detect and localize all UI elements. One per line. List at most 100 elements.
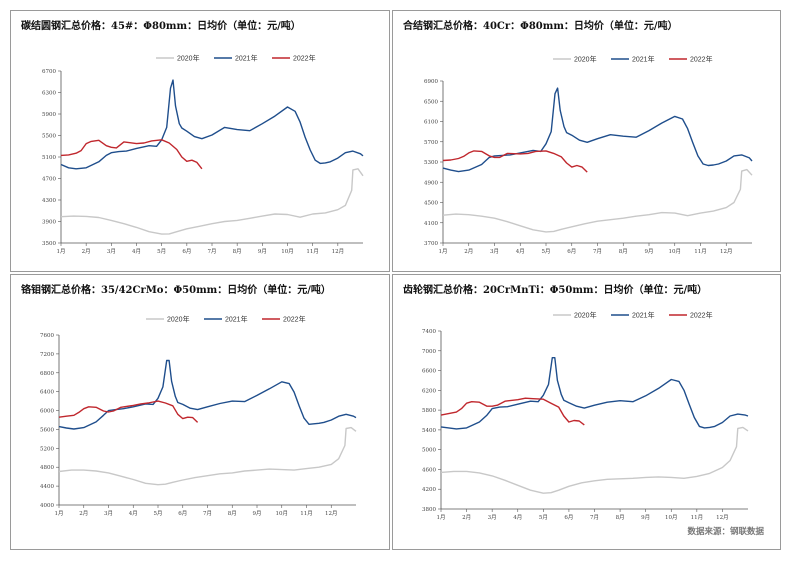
y-tick-label: 4100 [424,221,438,227]
y-tick-label: 5200 [40,446,54,452]
x-tick-label: 3月 [107,248,116,255]
legend-label: 2021年 [235,54,258,63]
x-tick-label: 4月 [129,510,138,517]
y-tick-label: 6400 [40,390,54,396]
series-line-2022 [440,397,585,426]
x-tick-label: 5月 [542,248,551,255]
series-line-2022 [58,400,199,423]
x-tick-label: 3月 [104,510,113,517]
legend-label: 2020年 [167,315,190,324]
y-tick-label: 6000 [40,409,54,415]
series-line-2021 [58,359,357,430]
chart-title: 碳结圆钢汇总价格：45#：Φ80mm：日均价（单位：元/吨） [21,21,301,32]
legend-label: 2020年 [574,311,597,320]
legend-label: 2022年 [690,311,713,320]
x-tick-label: 5月 [539,514,548,521]
line-chart: 3800 4200 4600 5000 5400 5800 6200 6600 7000 7400… [422,311,749,521]
x-tick-label: 1月 [437,514,446,521]
y-tick-label: 4300 [42,198,56,204]
y-tick-label: 6100 [424,120,438,126]
x-tick-label: 10月 [276,510,289,517]
legend-label: 2022年 [293,54,316,63]
x-tick-label: 6月 [564,514,573,521]
y-tick-label: 3800 [422,507,436,513]
chart-title: 合结钢汇总价格：40Cr：Φ80mm：日均价（单位：元/吨） [403,21,678,32]
legend-label: 2021年 [225,315,248,324]
x-tick-label: 12月 [720,248,733,255]
x-tick-label: 4月 [132,248,141,255]
y-tick-label: 5300 [424,160,438,166]
x-tick-label: 5月 [154,510,163,517]
y-tick-label: 6800 [40,371,54,377]
x-tick-label: 2月 [82,248,91,255]
legend-label: 2021年 [632,55,655,64]
y-tick-label: 7400 [422,329,436,335]
y-tick-label: 7000 [422,349,436,355]
y-tick-label: 4000 [40,503,54,509]
y-tick-label: 4800 [40,465,54,471]
x-tick-label: 12月 [332,248,345,255]
line-chart: 3500 3900 4300 4700 5100 5500 5900 6300 6700 1月 2月… [42,54,364,255]
x-tick-label: 10月 [281,248,294,255]
y-tick-label: 5900 [42,112,56,118]
x-tick-label: 8月 [233,248,242,255]
x-tick-label: 12月 [325,510,338,517]
x-tick-label: 10月 [669,248,682,255]
y-tick-label: 6500 [424,99,438,105]
x-tick-label: 1月 [55,510,64,517]
x-tick-label: 1月 [57,248,66,255]
x-tick-label: 2月 [79,510,88,517]
source-note: 数据来源：钢联数据 [687,527,764,537]
series-line-2021 [442,87,753,173]
legend-label: 2021年 [632,311,655,320]
x-tick-label: 11月 [300,510,313,517]
x-tick-label: 2月 [462,514,471,521]
x-tick-label: 11月 [694,248,707,255]
x-tick-label: 10月 [665,514,678,521]
series-line-2022 [442,150,588,173]
y-tick-label: 3700 [424,241,438,247]
y-tick-label: 6700 [42,69,56,75]
y-tick-label: 4200 [422,487,436,493]
series-line-2020 [58,426,357,486]
chart-panel-gear-steel: 齿轮钢汇总价格：20CrMnTi：Φ50mm：日均价（单位：元/吨） 3800 4… [392,274,781,550]
x-tick-label: 7月 [208,248,217,255]
chart-title: 铬钼钢汇总价格：35/42CrMo：Φ50mm：日均价（单位：元/吨） [21,285,331,296]
x-tick-label: 3月 [490,248,499,255]
x-tick-label: 5月 [157,248,166,255]
y-tick-label: 4600 [422,467,436,473]
y-tick-label: 4500 [424,201,438,207]
x-tick-label: 7月 [203,510,212,517]
x-tick-label: 7月 [590,514,599,521]
x-tick-label: 9月 [258,248,267,255]
chart-panel-alloy-steel: 合结钢汇总价格：40Cr：Φ80mm：日均价（单位：元/吨） 3700 4100 4… [392,10,781,272]
line-chart: 4000 4400 4800 5200 5600 6000 6400 6800 7200 7600… [40,315,357,517]
series-line-2020 [60,168,364,235]
chart-title: 齿轮钢汇总价格：20CrMnTi：Φ50mm：日均价（单位：元/吨） [403,285,708,296]
series-line-2021 [60,79,364,170]
legend-label: 2022年 [283,315,306,324]
y-tick-label: 5400 [422,428,436,434]
line-chart: 3700 4100 4500 4900 5300 5700 6100 6500 6900 1月 2月… [424,55,753,255]
x-tick-label: 1月 [439,248,448,255]
x-tick-label: 6月 [178,510,187,517]
y-tick-label: 6300 [42,91,56,97]
y-tick-label: 6900 [424,79,438,85]
chart-panel-chromoly-steel: 铬钼钢汇总价格：35/42CrMo：Φ50mm：日均价（单位：元/吨） 4000… [10,274,390,550]
x-tick-label: 9月 [253,510,262,517]
x-tick-label: 7月 [593,248,602,255]
y-tick-label: 5000 [422,448,436,454]
chart-panel-carbon-steel: 碳结圆钢汇总价格：45#：Φ80mm：日均价（单位：元/吨） 3500 3900 4… [10,10,390,272]
y-tick-label: 5600 [40,427,54,433]
x-tick-label: 2月 [464,248,473,255]
y-tick-label: 7600 [40,333,54,339]
y-tick-label: 5100 [42,155,56,161]
x-tick-label: 4月 [513,514,522,521]
y-tick-label: 7200 [40,352,54,358]
x-tick-label: 8月 [619,248,628,255]
y-tick-label: 3900 [42,220,56,226]
y-tick-label: 4700 [42,177,56,183]
series-line-2020 [442,168,753,233]
y-tick-label: 6200 [422,388,436,394]
legend-label: 2020年 [177,54,200,63]
